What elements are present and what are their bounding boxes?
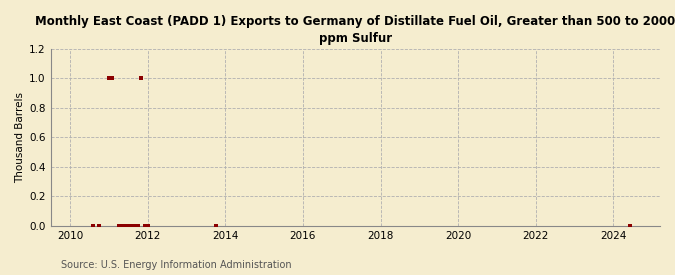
Y-axis label: Thousand Barrels: Thousand Barrels bbox=[15, 92, 25, 183]
Point bbox=[130, 224, 140, 228]
Point bbox=[624, 224, 635, 228]
Point bbox=[132, 224, 143, 228]
Title: Monthly East Coast (PADD 1) Exports to Germany of Distillate Fuel Oil, Greater t: Monthly East Coast (PADD 1) Exports to G… bbox=[35, 15, 675, 45]
Point bbox=[87, 224, 98, 228]
Point bbox=[126, 224, 137, 228]
Point bbox=[94, 224, 105, 228]
Text: Source: U.S. Energy Information Administration: Source: U.S. Energy Information Administ… bbox=[61, 260, 292, 270]
Point bbox=[119, 224, 130, 228]
Point bbox=[107, 76, 117, 81]
Point bbox=[139, 224, 150, 228]
Point bbox=[210, 224, 221, 228]
Point bbox=[103, 76, 114, 81]
Point bbox=[123, 224, 134, 228]
Point bbox=[113, 224, 124, 228]
Point bbox=[142, 224, 153, 228]
Point bbox=[136, 76, 146, 81]
Point bbox=[116, 224, 127, 228]
